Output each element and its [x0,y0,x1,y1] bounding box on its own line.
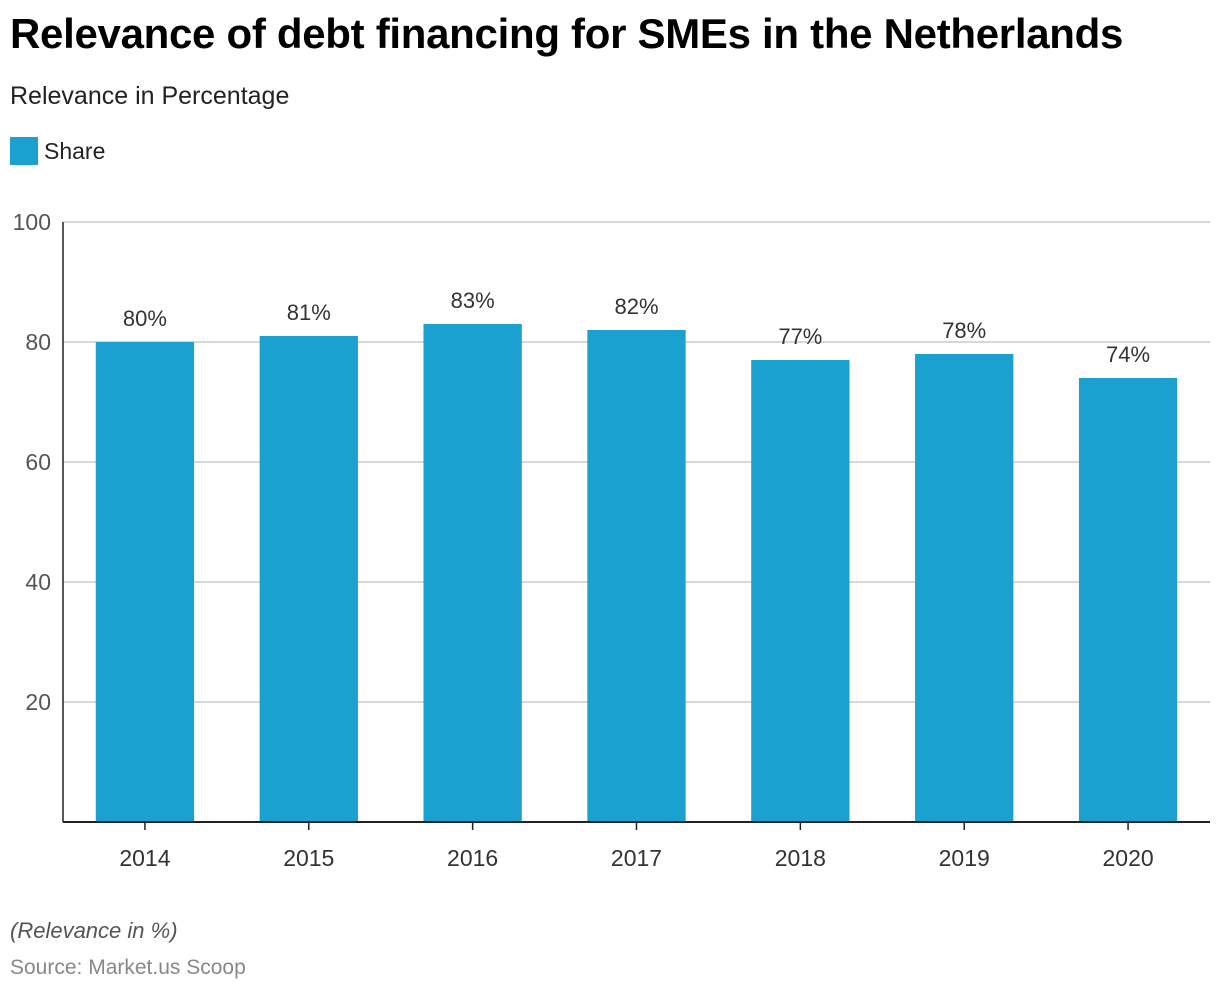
bar [751,360,850,822]
bar-chart: 80% 81% 83% 82% 77% 78% 74% 20 40 60 80 100 2014 201… [13,209,1210,871]
y-tick-label: 100 [13,209,51,235]
x-tick-label: 2017 [611,845,662,871]
x-tick-label: 2019 [939,845,990,871]
legend-label: Share [44,137,106,164]
x-tick-label: 2014 [119,845,170,871]
y-tick-label: 60 [25,449,51,475]
x-tick-label: 2020 [1102,845,1153,871]
chart-title: Relevance of debt financing for SMEs in … [10,10,1124,57]
footnote: (Relevance in %) [10,918,178,943]
data-label: 81% [287,300,331,325]
x-tick-label: 2016 [447,845,498,871]
bar [587,330,686,822]
legend: Share [10,136,105,166]
bar [95,342,195,822]
y-tick-label: 80 [25,329,51,355]
chart-subtitle: Relevance in Percentage [10,82,290,110]
y-tick-label: 40 [25,569,51,595]
bar [1078,378,1178,822]
y-tick-label: 20 [25,689,51,715]
axes: 20 40 60 80 100 2014 2015 2016 2017 2018 2019 2020 [13,209,1210,871]
data-label: 80% [123,306,167,331]
data-label: 77% [778,324,822,349]
legend-swatch [10,137,38,165]
data-label: 78% [942,318,986,343]
bars [95,324,1178,822]
bar [259,336,358,822]
data-labels: 80% 81% 83% 82% 77% 78% 74% [123,288,1150,367]
source-credit: Source: Market.us Scoop [10,956,246,979]
data-label: 83% [451,288,495,313]
data-label: 74% [1106,342,1150,367]
bar [423,324,522,822]
x-tick-label: 2018 [775,845,826,871]
bar [915,354,1014,822]
data-label: 82% [614,294,658,319]
x-tick-label: 2015 [283,845,334,871]
